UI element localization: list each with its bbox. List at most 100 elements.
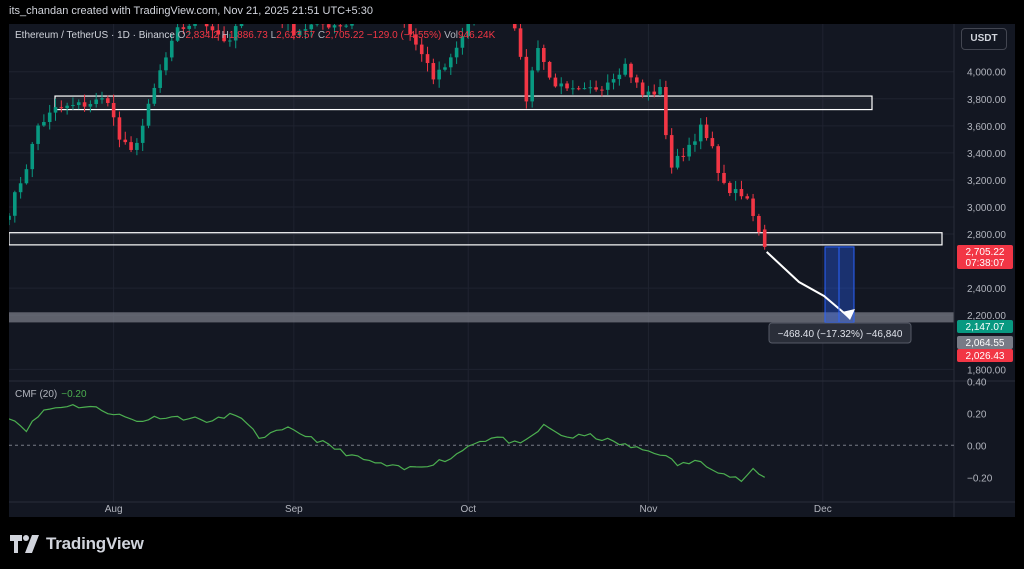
price-tick-label: 3,600.00 bbox=[967, 122, 1006, 133]
candle bbox=[135, 138, 139, 156]
candle-body bbox=[158, 70, 162, 88]
price-tick-label: 4,000.00 bbox=[967, 68, 1006, 79]
measure-label-text: −468.40 (−17.32%) −46,840 bbox=[778, 329, 903, 340]
candle bbox=[193, 24, 197, 29]
candle bbox=[473, 24, 475, 26]
candle bbox=[675, 148, 680, 170]
candle bbox=[605, 74, 610, 96]
candle-body bbox=[751, 198, 755, 216]
candle-body bbox=[762, 229, 767, 247]
candle bbox=[88, 100, 93, 113]
candle-body bbox=[9, 215, 11, 220]
candle-body bbox=[239, 24, 244, 27]
candle bbox=[454, 41, 459, 64]
candle bbox=[169, 34, 174, 62]
candle bbox=[419, 38, 424, 62]
candle-body bbox=[169, 40, 174, 58]
candle-body bbox=[292, 24, 296, 36]
candle-body bbox=[623, 63, 627, 75]
candle bbox=[30, 142, 35, 178]
candle-body bbox=[146, 103, 151, 126]
candle bbox=[175, 24, 180, 43]
price-tick-label: 1,800.00 bbox=[967, 365, 1006, 376]
candle bbox=[582, 82, 587, 90]
cmf-tick-label: 0.40 bbox=[967, 377, 987, 388]
candle-body bbox=[553, 77, 558, 87]
candle bbox=[71, 97, 75, 110]
cmf-layer: 0.40 0.20 0.00 −0.20 bbox=[9, 377, 1015, 484]
candle bbox=[757, 213, 761, 236]
candle bbox=[553, 73, 558, 88]
candle-body bbox=[233, 26, 238, 41]
measure-label: −468.40 (−17.32%) −46,840 bbox=[768, 322, 912, 344]
candle bbox=[106, 95, 110, 107]
candle-body bbox=[541, 48, 546, 62]
cmf-legend: CMF (20) −0.20 bbox=[15, 389, 87, 400]
candle-body bbox=[140, 125, 145, 143]
candle-body bbox=[76, 102, 81, 106]
candle-body bbox=[414, 34, 418, 45]
price-tick-label: 2,400.00 bbox=[967, 284, 1006, 295]
candle-body bbox=[443, 67, 447, 70]
candle-body bbox=[698, 124, 703, 142]
candle bbox=[635, 74, 639, 88]
candle bbox=[466, 24, 471, 39]
candle bbox=[681, 147, 686, 162]
time-axis-layer: Aug Sep Oct Nov Dec bbox=[9, 501, 1015, 515]
candle-body bbox=[629, 63, 633, 78]
candle-body bbox=[303, 29, 308, 31]
candle-body bbox=[228, 40, 232, 42]
time-axis-label: Aug bbox=[105, 504, 123, 515]
candle-body bbox=[605, 82, 610, 90]
candle-body bbox=[635, 77, 639, 83]
candle bbox=[512, 24, 517, 31]
candle-body bbox=[36, 125, 40, 144]
price-tick-label: 2,200.00 bbox=[967, 311, 1006, 322]
tradingview-logo-text: TradingView bbox=[46, 534, 144, 553]
candle-body bbox=[733, 189, 738, 194]
candle-body bbox=[617, 74, 622, 80]
candle bbox=[309, 24, 314, 38]
candle bbox=[158, 64, 162, 93]
candle-body bbox=[350, 24, 354, 26]
candle bbox=[617, 68, 622, 86]
candle-body bbox=[88, 104, 93, 107]
candle-body bbox=[13, 192, 17, 216]
high-label: H bbox=[221, 30, 229, 41]
candle-body bbox=[675, 155, 680, 168]
candle-body bbox=[216, 30, 221, 35]
candle bbox=[640, 79, 645, 98]
price-tick-label: 3,800.00 bbox=[967, 95, 1006, 106]
candle-body bbox=[100, 98, 104, 100]
candle bbox=[315, 24, 319, 27]
candle bbox=[146, 99, 151, 129]
candle bbox=[530, 66, 534, 108]
candle-body bbox=[669, 135, 674, 168]
candle bbox=[646, 85, 651, 101]
candle bbox=[576, 85, 581, 91]
candle-body bbox=[460, 36, 465, 48]
candle-body bbox=[687, 144, 691, 157]
price-chart[interactable]: −468.40 (−17.32%) −46,840 4,000.00 3,800.… bbox=[9, 24, 1015, 517]
candle bbox=[698, 118, 703, 150]
candle-body bbox=[524, 56, 529, 102]
candle-layer bbox=[9, 24, 767, 250]
candle-body bbox=[652, 91, 657, 95]
candle-body bbox=[164, 57, 168, 71]
chart-frame[interactable]: −468.40 (−17.32%) −46,840 4,000.00 3,800.… bbox=[9, 24, 1015, 517]
candle bbox=[565, 81, 569, 92]
candle-body bbox=[454, 47, 459, 58]
candle-body bbox=[59, 107, 64, 109]
candle bbox=[100, 91, 104, 104]
candle-body bbox=[658, 87, 662, 95]
candle-body bbox=[565, 83, 569, 89]
candle-body bbox=[82, 102, 87, 107]
candle-body bbox=[181, 27, 186, 29]
candle-body bbox=[646, 91, 651, 95]
cmf-tick-label: −0.20 bbox=[967, 473, 993, 484]
candle-body bbox=[204, 24, 209, 27]
candle-body bbox=[571, 88, 575, 90]
candle bbox=[9, 213, 11, 226]
currency-button[interactable]: USDT bbox=[961, 28, 1007, 50]
candle bbox=[338, 24, 343, 32]
